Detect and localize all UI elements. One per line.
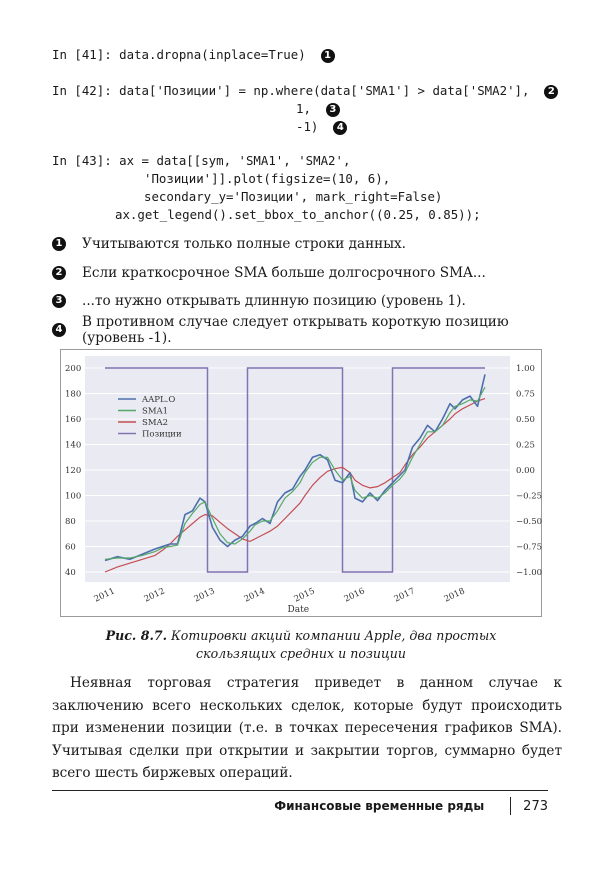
x-tick-label: 2015 [293,586,317,604]
code-cell-43-line4: ax.get_legend().set_bbox_to_anchor((0.25… [115,206,481,224]
note-item: 1 Учитываются только полные строки данных… [52,230,562,259]
note-text: Учитываются только полные строки данных. [82,236,406,253]
legend-label: SMA2 [142,418,168,428]
code-cell-43-line3: secondary_y='Позиции', mark_right=False) [144,188,442,206]
note-item: 4 В противном случае следует открывать ко… [52,313,562,346]
y-tick-label: 120 [65,466,81,476]
y2-tick-label: −0.25 [516,492,542,502]
prompt-41: In [41]: [52,47,112,62]
page-footer: Финансовые временные ряды 273 [274,797,548,815]
aapl-line [104,374,486,562]
page-number: 273 [523,798,548,814]
paragraph-text: Неявная торговая стратегия приведет в да… [52,675,562,781]
footer-divider [52,790,548,791]
caption-line2: скользящих средних и позиции [196,646,406,661]
y-tick-label: 200 [65,364,81,374]
prompt-43: In [43]: [52,153,112,168]
note-item: 3 ...то нужно открывать длинную позицию (… [52,287,562,316]
y-tick-label: 60 [65,543,76,553]
y2-tick-label: 0.00 [516,466,535,476]
note-text: ...то нужно открывать длинную позицию (у… [82,293,466,310]
x-tick-label: 2011 [93,586,117,604]
x-tick-label: 2017 [393,586,417,604]
code-line: 'Позиции']].plot(figsize=(10, 6), [144,171,391,186]
y-tick-label: 140 [65,441,81,451]
code-cell-42-line2: 1, 3 [296,100,340,118]
legend-label: SMA1 [142,407,168,417]
callout-marker: 3 [52,294,66,309]
x-tick-label: 2013 [193,586,217,604]
x-axis-label: Date [288,605,310,615]
note-text: В противном случае следует открывать кор… [82,313,509,346]
y2-tick-label: −0.50 [516,517,542,527]
callout-marker: 4 [52,322,66,337]
y2-tick-label: −0.75 [516,543,542,553]
y-tick-label: 80 [65,517,76,527]
y-tick-label: 40 [65,568,76,578]
callout-notes: 1 Учитываются только полные строки данных… [52,230,562,346]
note-text: Если краткосрочное SMA больше долгосрочн… [82,264,486,281]
code-cell-41: In [41]: data.dropna(inplace=True) 1 [52,46,335,64]
positions-line [105,367,485,573]
note-item: 2 Если краткосрочное SMA больше долгосроч… [52,259,562,288]
code-line: data['Позиции'] = np.where(data['SMA1'] … [119,83,530,98]
callout-marker: 2 [544,84,559,99]
callout-marker: 3 [325,102,340,117]
caption-label: Рис. 8.7. [105,628,167,643]
x-tick-label: 2018 [443,586,467,604]
sma2-line [104,398,486,573]
code-line: ax.get_legend().set_bbox_to_anchor((0.25… [115,207,481,222]
figure-caption: Рис. 8.7. Котировки акций компании Apple… [60,627,542,663]
y2-tick-label: −1.00 [516,568,542,578]
prompt-42: In [42]: [52,83,112,98]
plot-area [85,356,510,582]
code-cell-42: In [42]: data['Позиции'] = np.where(data… [52,82,559,100]
callout-marker: 4 [333,120,348,135]
caption-line1: Котировки акций компании Apple, два прос… [167,628,497,643]
code-line: 1, [296,101,311,116]
y-tick-label: 100 [65,492,81,502]
x-tick-label: 2014 [243,586,267,604]
code-line: data.dropna(inplace=True) [119,47,306,62]
y2-tick-label: 0.75 [516,390,535,400]
legend-label: Позиции [142,430,182,440]
line-chart: 40 60 80 100 120 140 160 180 200 1.00 0.75 0.50 0.25… [65,356,542,615]
legend-label: AAPL.O [141,395,175,405]
figure-chart: 40 60 80 100 120 140 160 180 200 1.00 0.75 0.50 0.25… [60,349,542,617]
running-header: Финансовые временные ряды [274,799,485,813]
code-cell-42-line3: -1) 4 [296,118,348,136]
code-line: ax = data[[sym, 'SMA1', 'SMA2', [119,153,351,168]
y-tick-label: 180 [65,390,81,400]
callout-marker: 1 [320,48,335,63]
sma1-line [104,386,486,560]
code-line: -1) [296,119,319,134]
y2-tick-label: 0.25 [516,441,535,451]
callout-marker: 1 [52,237,66,252]
x-tick-label: 2016 [343,586,367,604]
code-cell-43: In [43]: ax = data[[sym, 'SMA1', 'SMA2', [52,152,350,170]
y2-tick-label: 1.00 [516,364,535,374]
code-cell-43-line2: 'Позиции']].plot(figsize=(10, 6), [144,170,390,188]
x-tick-label: 2012 [143,586,167,604]
code-line: secondary_y='Позиции', mark_right=False) [144,189,443,204]
callout-marker: 2 [52,265,66,280]
footer-separator [510,797,512,815]
body-paragraph: Неявная торговая стратегия приведет в да… [52,672,562,785]
y2-tick-label: 0.50 [516,415,535,425]
y-tick-label: 160 [65,415,81,425]
